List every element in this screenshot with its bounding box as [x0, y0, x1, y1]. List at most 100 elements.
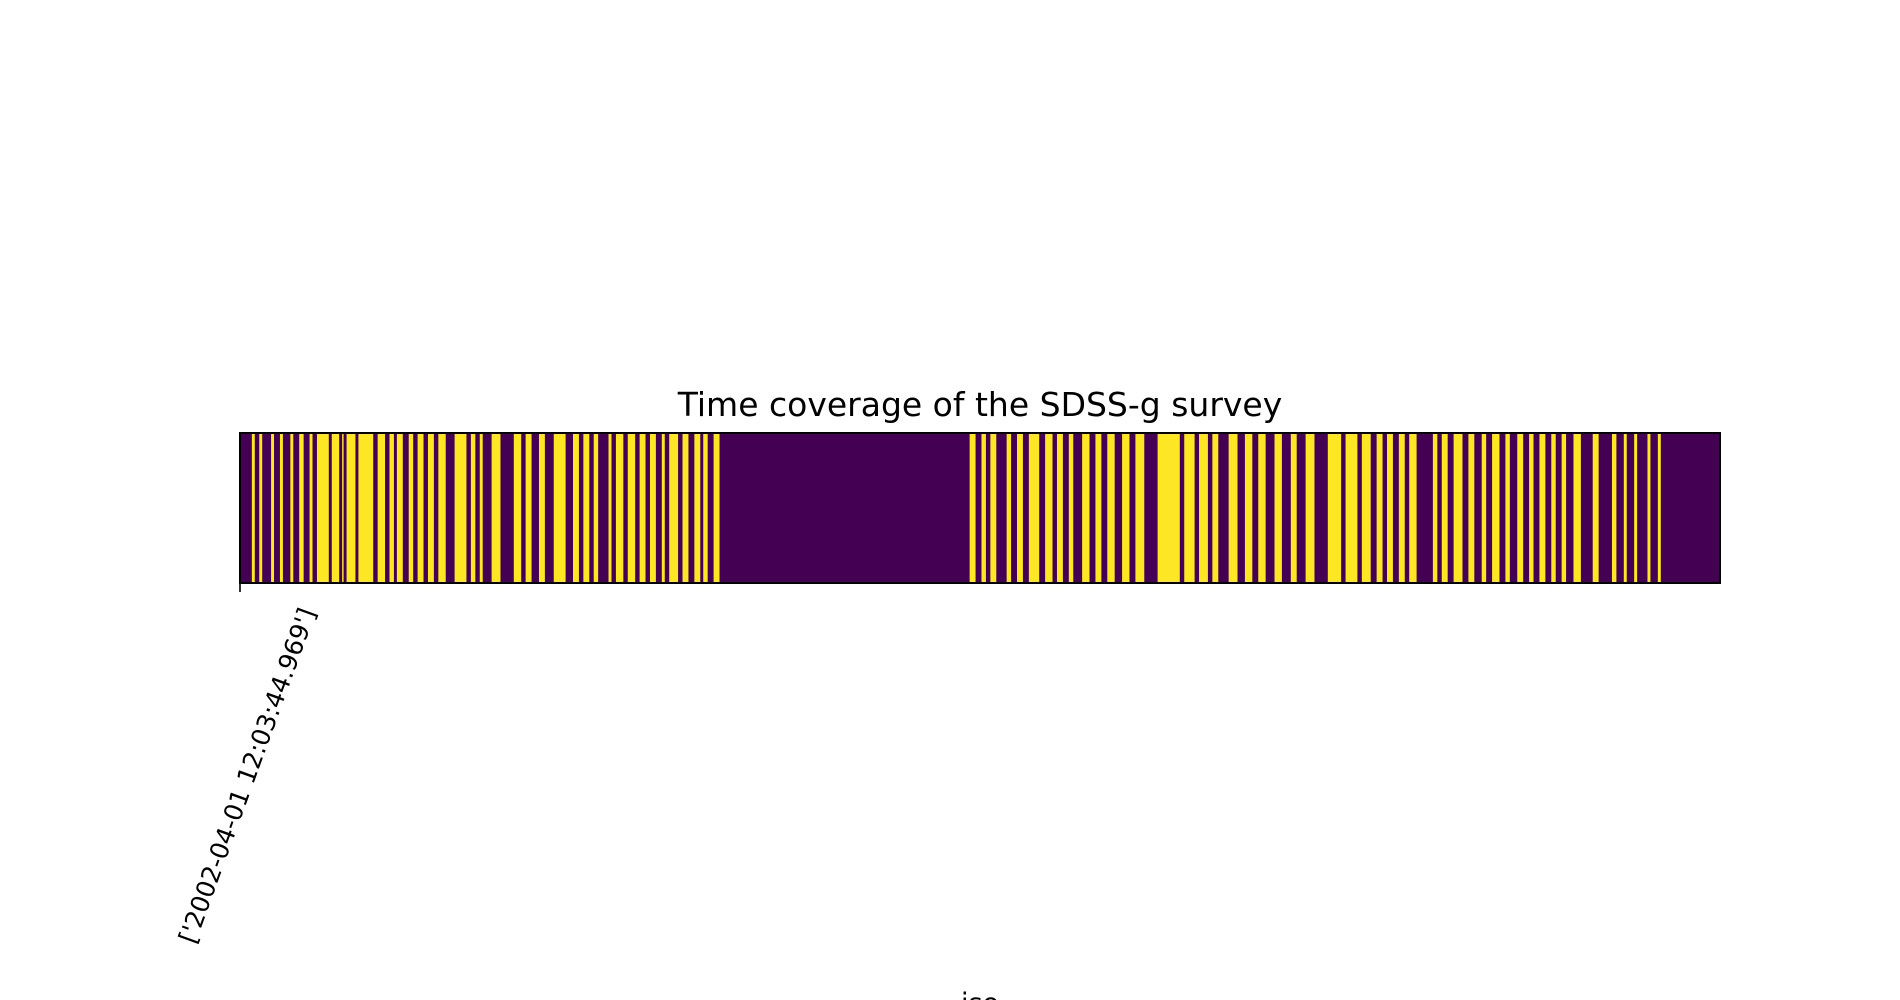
coverage-bar-80: [1529, 433, 1534, 583]
coverage-bar-44: [1006, 433, 1012, 583]
coverage-bar-65: [1327, 433, 1342, 583]
coverage-bar-30: [608, 433, 612, 583]
coverage-bar-10: [346, 433, 356, 583]
coverage-bar-88: [1634, 433, 1638, 583]
coverage-bar-7: [316, 433, 329, 583]
coverage-bar-13: [389, 433, 394, 583]
x-axis-label: iso: [961, 988, 999, 1000]
plot-area: [239, 432, 1721, 584]
coverage-bar-50: [1082, 433, 1090, 583]
coverage-bar-34: [649, 433, 656, 583]
coverage-bar-25: [538, 433, 545, 583]
coverage-bar-90: [1657, 433, 1661, 583]
coverage-bar-29: [593, 433, 599, 583]
coverage-bar-57: [1199, 433, 1208, 583]
coverage-bar-78: [1505, 433, 1510, 583]
coverage-bar-74: [1453, 433, 1463, 583]
coverage-bar-23: [513, 433, 522, 583]
coverage-bar-63: [1290, 433, 1297, 583]
coverage-bar-14: [396, 433, 403, 583]
coverage-bar-4: [290, 433, 294, 583]
coverage-bar-20: [470, 433, 476, 583]
coverage-bar-11: [358, 433, 374, 583]
coverage-bar-0: [251, 433, 255, 583]
coverage-bar-70: [1398, 433, 1405, 583]
coverage-bar-81: [1539, 433, 1546, 583]
coverage-bar-26: [553, 433, 566, 583]
coverage-bar-89: [1647, 433, 1651, 583]
coverage-bar-60: [1244, 433, 1253, 583]
coverage-bar-19: [454, 433, 467, 583]
coverage-bar-6: [309, 433, 313, 583]
coverage-bar-42: [981, 433, 986, 583]
coverage-bar-5: [299, 433, 304, 583]
coverage-bar-18: [438, 433, 446, 583]
coverage-bar-76: [1481, 433, 1487, 583]
coverage-bar-79: [1517, 433, 1524, 583]
coverage-bar-33: [639, 433, 646, 583]
coverage-bar-84: [1573, 433, 1581, 583]
coverage-bar-36: [669, 433, 679, 583]
coverage-bar-45: [1017, 433, 1023, 583]
coverage-bar-85: [1592, 433, 1599, 583]
coverage-bar-54: [1135, 433, 1145, 583]
coverage-bar-16: [417, 433, 424, 583]
x-tick-label: ['2002-04-01 12:03:44.969']: [173, 604, 321, 947]
coverage-bar-49: [1068, 433, 1074, 583]
coverage-bar-72: [1432, 433, 1438, 583]
coverage-bar-67: [1361, 433, 1371, 583]
coverage-bar-68: [1376, 433, 1383, 583]
coverage-bar-66: [1345, 433, 1358, 583]
coverage-bar-56: [1184, 433, 1195, 583]
coverage-bar-82: [1551, 433, 1556, 583]
coverage-bar-71: [1409, 433, 1417, 583]
coverage-bar-58: [1212, 433, 1219, 583]
gap-lines: [276, 433, 1583, 583]
coverage-bar-27: [573, 433, 579, 583]
coverage-bar-55: [1157, 433, 1180, 583]
coverage-bar-43: [990, 433, 997, 583]
coverage-bar-37: [682, 433, 689, 583]
plot-frame: [239, 432, 1721, 584]
coverage-bar-35: [661, 433, 665, 583]
coverage-bar-62: [1274, 433, 1282, 583]
coverage-bar-17: [427, 433, 434, 583]
coverage-bar-1: [259, 433, 263, 583]
coverage-bar-47: [1045, 433, 1053, 583]
coverage-bar-32: [627, 433, 636, 583]
coverage-bar-40: [713, 433, 720, 583]
coverage-bar-15: [408, 433, 414, 583]
coverage-bar-28: [583, 433, 590, 583]
coverage-bar-39: [703, 433, 708, 583]
coverage-bar-87: [1623, 433, 1627, 583]
coverage-bar-31: [615, 433, 624, 583]
coverage-bar-41: [969, 433, 976, 583]
coverage-bar-21: [479, 433, 483, 583]
coverage-bar-22: [491, 433, 501, 583]
coverage-bar-3: [279, 433, 283, 583]
coverage-bar-73: [1441, 433, 1448, 583]
coverage-bar-9: [342, 433, 344, 583]
coverage-bar-83: [1561, 433, 1567, 583]
coverage-bar-12: [377, 433, 386, 583]
chart-title: Time coverage of the SDSS-g survey: [677, 385, 1283, 424]
coverage-bar-52: [1107, 433, 1115, 583]
coverage-bar-86: [1611, 433, 1617, 583]
coverage-bar-24: [525, 433, 532, 583]
coverage-bar-38: [694, 433, 701, 583]
coverage-bar-8: [331, 433, 340, 583]
coverage-bar-48: [1056, 433, 1063, 583]
coverage-bars: [251, 433, 1661, 583]
coverage-bar-59: [1228, 433, 1238, 583]
coverage-bar-53: [1122, 433, 1130, 583]
coverage-bar-64: [1305, 433, 1315, 583]
coverage-bar-75: [1468, 433, 1475, 583]
coverage-bar-2: [271, 433, 275, 583]
coverage-bar-69: [1387, 433, 1393, 583]
coverage-bar-77: [1492, 433, 1500, 583]
coverage-bar-51: [1095, 433, 1102, 583]
coverage-bar-46: [1028, 433, 1040, 583]
coverage-bar-61: [1258, 433, 1266, 583]
